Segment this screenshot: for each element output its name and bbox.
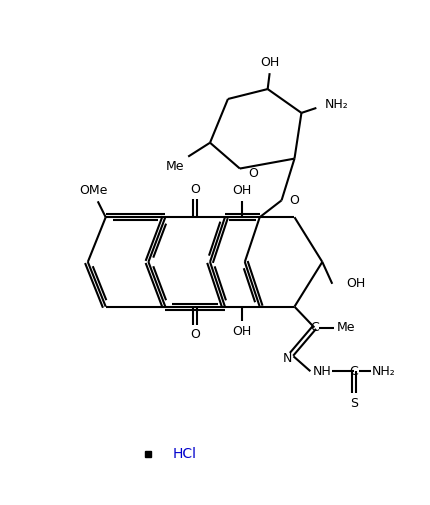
Text: OH: OH bbox=[232, 184, 251, 197]
Text: N: N bbox=[282, 352, 292, 365]
Text: S: S bbox=[349, 396, 357, 410]
Text: NH: NH bbox=[312, 365, 331, 378]
Text: OH: OH bbox=[232, 325, 251, 338]
Text: OMe: OMe bbox=[80, 184, 108, 197]
Text: O: O bbox=[190, 183, 200, 196]
Text: Me: Me bbox=[336, 321, 355, 334]
Text: HCl: HCl bbox=[172, 447, 196, 461]
Text: O: O bbox=[289, 194, 299, 207]
Text: C: C bbox=[349, 365, 358, 378]
Text: C: C bbox=[309, 321, 318, 334]
Text: O: O bbox=[247, 167, 257, 180]
Text: Me: Me bbox=[166, 160, 184, 173]
Text: NH₂: NH₂ bbox=[371, 365, 395, 378]
Text: O: O bbox=[190, 328, 200, 341]
Text: NH₂: NH₂ bbox=[324, 98, 347, 112]
Text: OH: OH bbox=[259, 56, 279, 69]
Text: OH: OH bbox=[345, 277, 365, 290]
